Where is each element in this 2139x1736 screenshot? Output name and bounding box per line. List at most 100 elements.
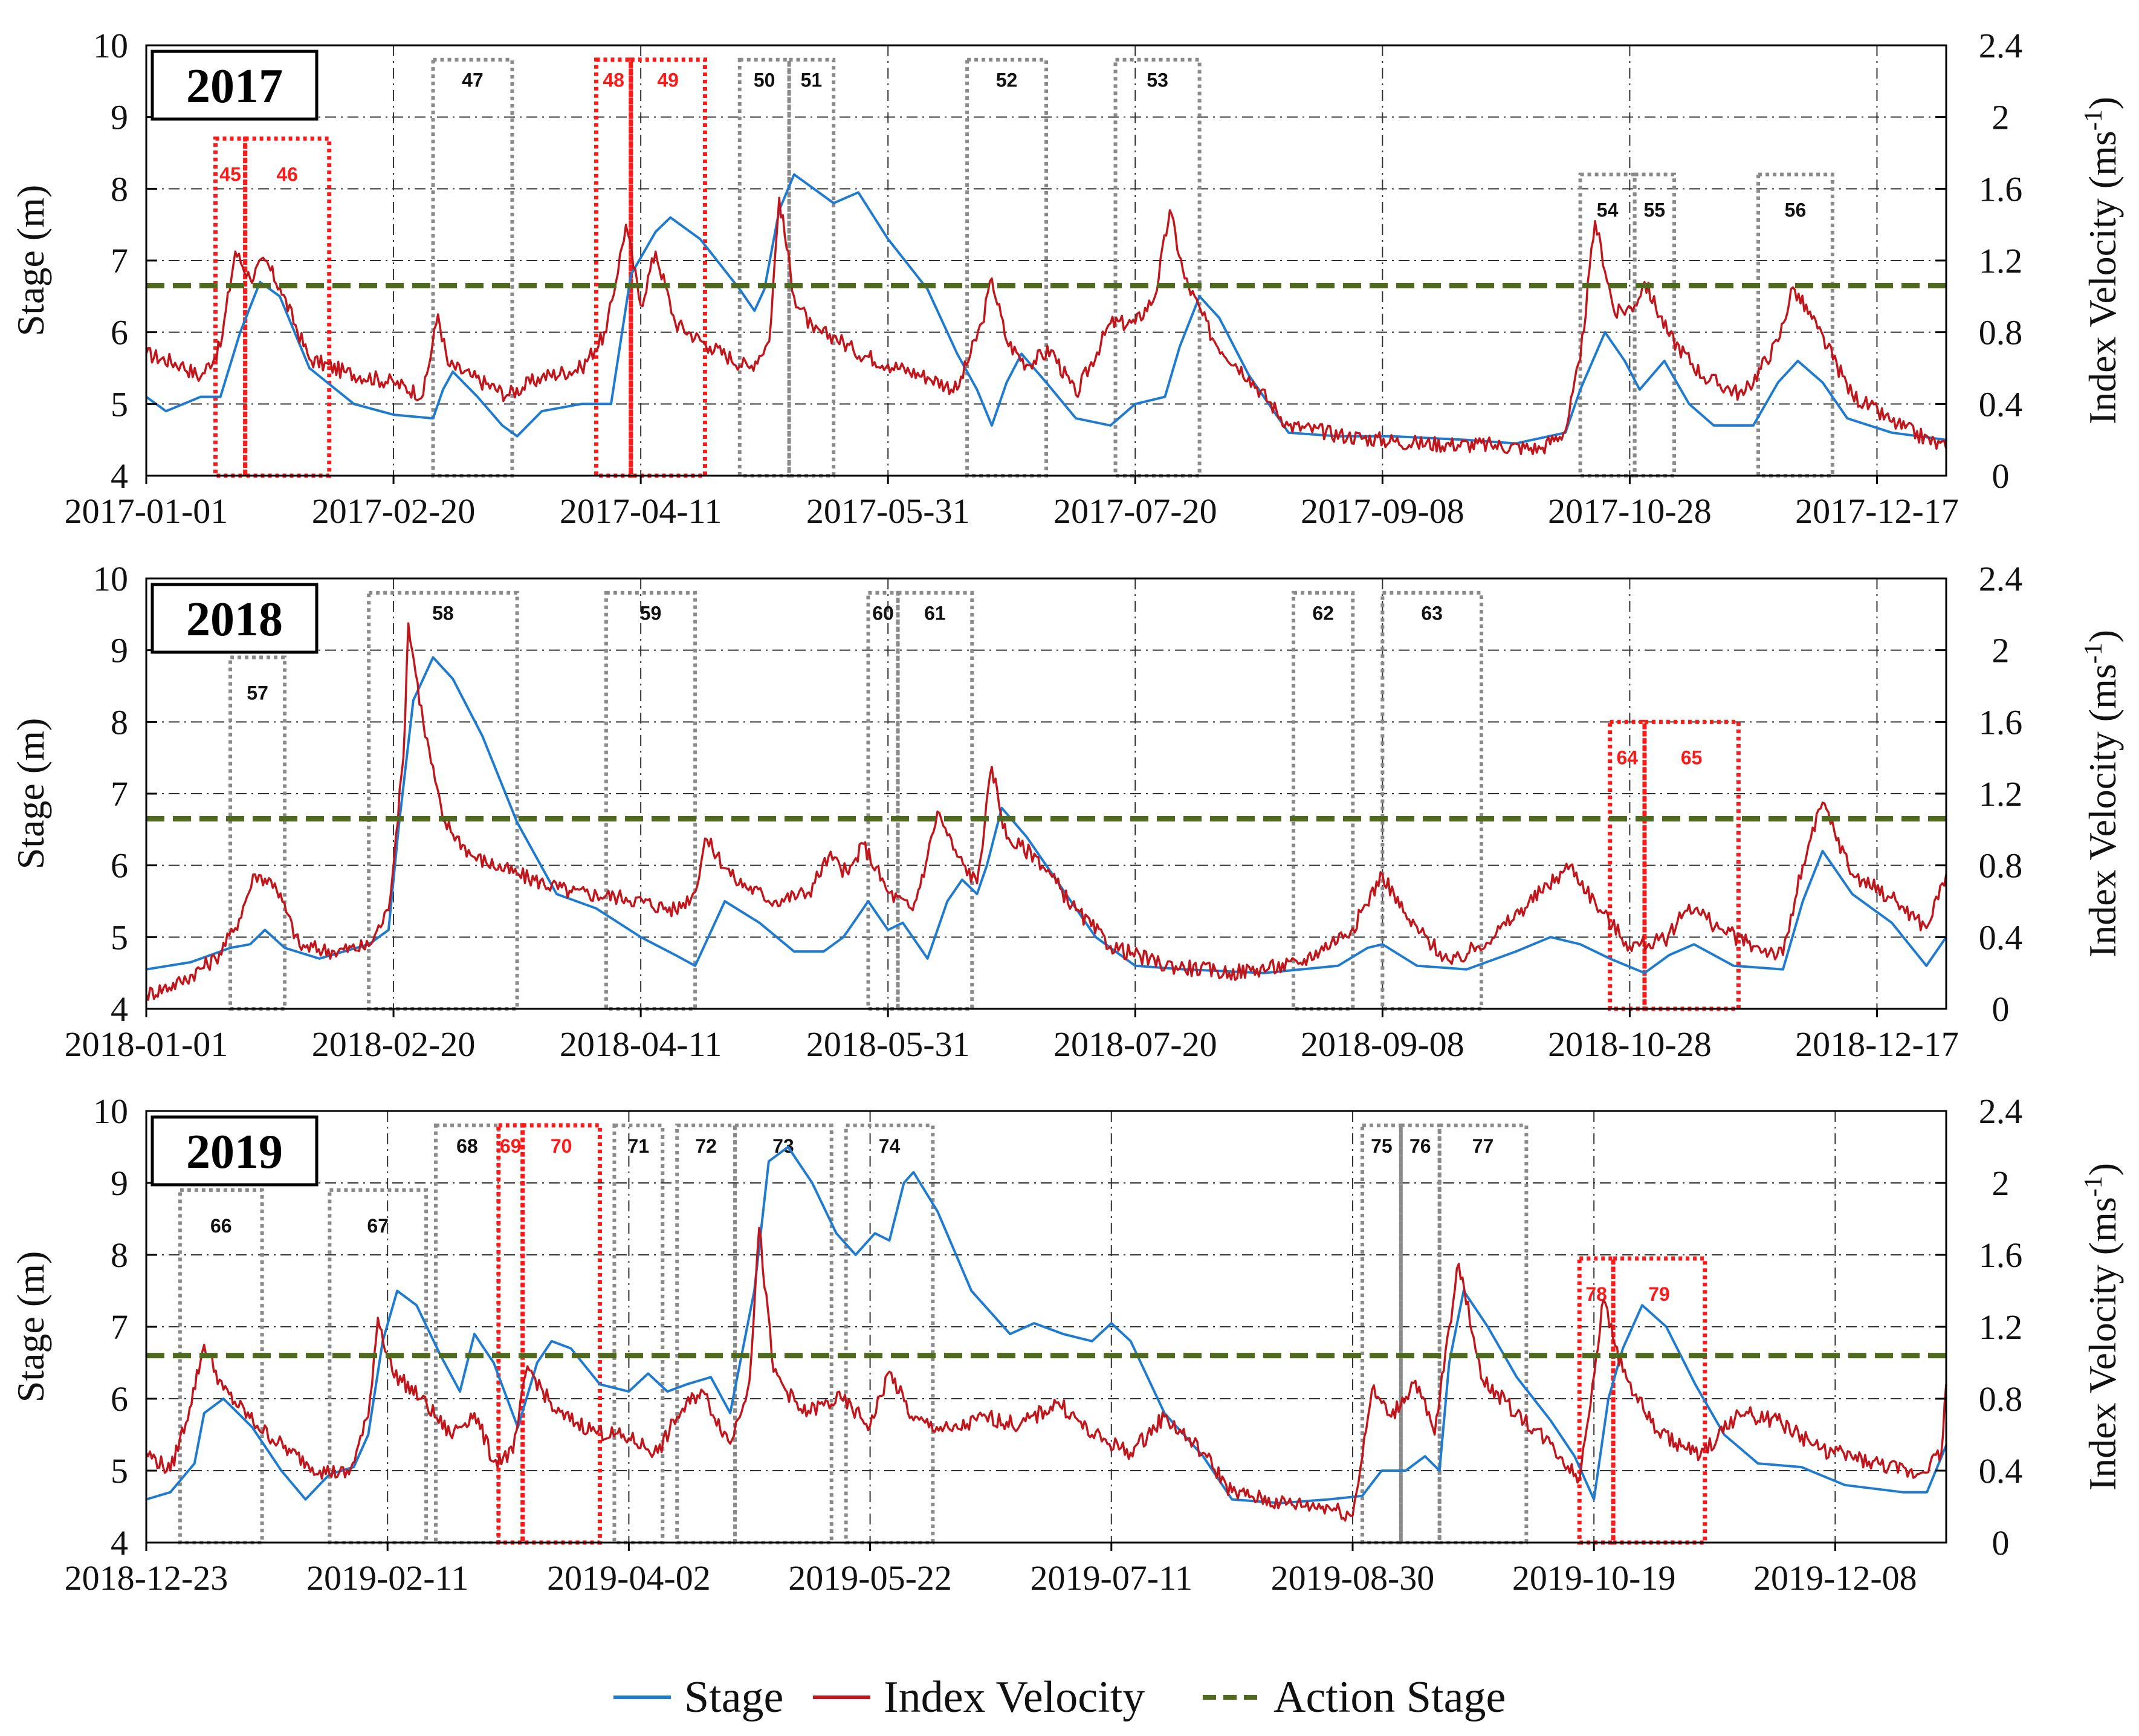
event-label-75: 75 bbox=[1371, 1135, 1393, 1157]
ytick-label: 6 bbox=[111, 846, 128, 886]
event-box-47 bbox=[431, 57, 514, 478]
event-label-66: 66 bbox=[210, 1215, 232, 1237]
event-box-66 bbox=[178, 1188, 264, 1544]
legend: Stage Index Velocity Action Stage bbox=[613, 1673, 1506, 1722]
ytick-label: 10 bbox=[93, 1092, 128, 1131]
event-label-51: 51 bbox=[801, 70, 823, 91]
event-label-47: 47 bbox=[462, 70, 484, 91]
legend-action-label: Action Stage bbox=[1273, 1673, 1506, 1722]
event-label-49: 49 bbox=[657, 70, 679, 91]
event-label-53: 53 bbox=[1147, 70, 1168, 91]
y2tick-label: 1.6 bbox=[1979, 1236, 2023, 1275]
xtick-label: 2018-05-31 bbox=[806, 1025, 970, 1064]
ytick-label: 5 bbox=[111, 1451, 128, 1491]
year-title: 2018 bbox=[186, 593, 283, 646]
event-box-61 bbox=[896, 591, 974, 1011]
event-box-51 bbox=[787, 57, 836, 478]
event-label-77: 77 bbox=[1472, 1135, 1494, 1157]
ylabel: Stage (m) bbox=[9, 185, 52, 337]
xtick-label: 2017-12-17 bbox=[1795, 491, 1959, 531]
ytick-label: 5 bbox=[111, 384, 128, 424]
event-box-52 bbox=[965, 57, 1048, 478]
event-box-45 bbox=[213, 136, 248, 478]
event-label-72: 72 bbox=[695, 1135, 717, 1157]
event-box-73 bbox=[733, 1123, 833, 1545]
event-label-55: 55 bbox=[1644, 199, 1666, 221]
year-box bbox=[150, 583, 319, 654]
xtick-label: 2019-12-08 bbox=[1753, 1558, 1917, 1598]
xtick-label: 2019-10-19 bbox=[1512, 1558, 1676, 1598]
ytick-label: 10 bbox=[93, 26, 128, 65]
event-label-71: 71 bbox=[628, 1135, 650, 1157]
xtick-label: 2018-12-23 bbox=[65, 1558, 228, 1598]
event-label-76: 76 bbox=[1409, 1135, 1431, 1157]
ytick-label: 7 bbox=[111, 1307, 128, 1347]
event-box-64 bbox=[1608, 719, 1647, 1011]
stage-series-2019 bbox=[146, 1145, 1947, 1504]
event-label-57: 57 bbox=[247, 682, 268, 704]
event-box-68 bbox=[434, 1123, 500, 1545]
event-label-70: 70 bbox=[551, 1135, 572, 1157]
xtick-label: 2019-04-02 bbox=[547, 1558, 711, 1598]
ytick-label: 5 bbox=[111, 918, 128, 957]
ytick-label: 7 bbox=[111, 774, 128, 814]
event-box-49 bbox=[629, 57, 707, 478]
y2tick-label: 2 bbox=[1992, 98, 2010, 137]
event-label-69: 69 bbox=[500, 1135, 522, 1157]
ytick-label: 4 bbox=[111, 1523, 128, 1563]
y2tick-label: 1.6 bbox=[1979, 169, 2023, 209]
xtick-label: 2018-01-01 bbox=[65, 1025, 228, 1064]
ytick-label: 6 bbox=[111, 313, 128, 352]
legend-stage-label: Stage bbox=[684, 1673, 783, 1722]
xtick-label: 2019-07-11 bbox=[1031, 1558, 1192, 1598]
event-label-48: 48 bbox=[603, 70, 624, 91]
event-label-54: 54 bbox=[1597, 199, 1619, 221]
y2tick-label: 1.2 bbox=[1979, 1307, 2023, 1347]
y2tick-label: 0 bbox=[1992, 989, 2010, 1029]
ytick-label: 9 bbox=[111, 1164, 128, 1203]
xtick-label: 2018-12-17 bbox=[1795, 1025, 1959, 1064]
event-box-76 bbox=[1399, 1123, 1442, 1545]
year-box bbox=[150, 1115, 319, 1187]
xtick-label: 2018-02-20 bbox=[312, 1025, 476, 1064]
event-label-63: 63 bbox=[1421, 603, 1443, 624]
xtick-label: 2017-07-20 bbox=[1053, 491, 1217, 531]
event-label-64: 64 bbox=[1617, 747, 1639, 768]
event-box-69 bbox=[496, 1123, 525, 1545]
y2tick-label: 2.4 bbox=[1979, 559, 2023, 598]
event-box-62 bbox=[1292, 591, 1355, 1011]
y2tick-label: 2 bbox=[1992, 631, 2010, 670]
panel-2018: 57 58 59 60 61 62 63 64 65 4 5 6 7 8 9 10 0 0.4 0.8 1.2 1.6 2… bbox=[9, 559, 2124, 1064]
event-box-70 bbox=[520, 1123, 602, 1545]
y2label: Index Velocity (ms-1) bbox=[2080, 1163, 2124, 1491]
event-box-57 bbox=[228, 655, 287, 1011]
ylabel: Stage (m) bbox=[9, 718, 52, 870]
ytick-label: 8 bbox=[111, 1236, 128, 1275]
y2tick-label: 2.4 bbox=[1979, 1092, 2023, 1131]
xtick-label: 2017-04-11 bbox=[560, 491, 722, 531]
xtick-label: 2017-01-01 bbox=[65, 491, 228, 531]
ytick-label: 8 bbox=[111, 702, 128, 742]
velocity-series-2018 bbox=[145, 622, 1947, 1001]
event-box-56 bbox=[1756, 172, 1834, 478]
year-title: 2019 bbox=[186, 1125, 283, 1179]
y2tick-label: 2.4 bbox=[1979, 26, 2023, 65]
ylabel: Stage (m) bbox=[9, 1251, 52, 1403]
xtick-label: 2017-02-20 bbox=[312, 491, 476, 531]
xtick-label: 2019-08-30 bbox=[1271, 1558, 1435, 1598]
event-label-79: 79 bbox=[1648, 1283, 1670, 1305]
event-box-77 bbox=[1437, 1123, 1529, 1545]
y2tick-label: 1.6 bbox=[1979, 702, 2023, 742]
event-label-56: 56 bbox=[1785, 199, 1807, 221]
y2tick-label: 0.8 bbox=[1979, 1379, 2023, 1419]
year-box bbox=[150, 50, 319, 121]
xtick-label: 2018-10-28 bbox=[1548, 1025, 1712, 1064]
event-label-61: 61 bbox=[924, 603, 946, 624]
event-box-71 bbox=[612, 1123, 665, 1545]
y2tick-label: 0.8 bbox=[1979, 846, 2023, 886]
ytick-label: 9 bbox=[111, 631, 128, 670]
event-box-75 bbox=[1360, 1123, 1403, 1545]
event-box-63 bbox=[1380, 591, 1483, 1011]
event-label-65: 65 bbox=[1681, 747, 1703, 768]
